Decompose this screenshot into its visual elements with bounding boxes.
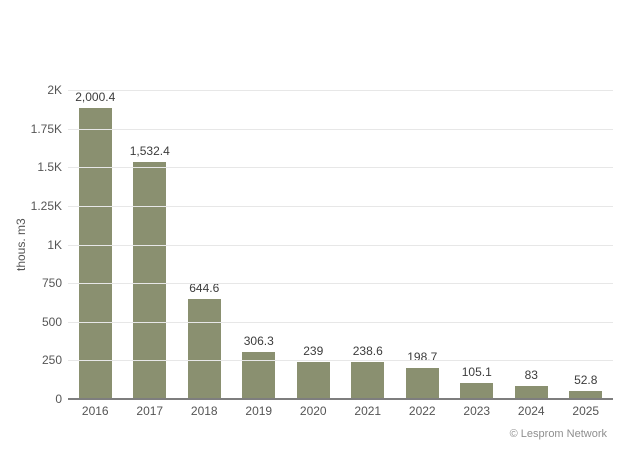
copyright-credit: © Lesprom Network (509, 428, 607, 440)
x-tick-label: 2025 (572, 404, 600, 418)
y-tick-label: 1K (47, 237, 62, 252)
y-tick-label: 250 (41, 353, 62, 368)
bar-value-label: 2,000.4 (75, 90, 116, 104)
bar[interactable] (296, 362, 330, 399)
x-tick-label: 2021 (354, 404, 382, 418)
gridline (68, 321, 613, 323)
bar[interactable] (78, 108, 112, 399)
bar-slot: 306.3 (232, 90, 287, 399)
bar[interactable] (569, 390, 603, 399)
bar[interactable] (514, 386, 548, 399)
plot-area: 2,000.4 1,532.4 644.6 306.3 239 238.6 198.7 105… (68, 90, 613, 399)
bar-slot: 238.6 (341, 90, 396, 399)
y-axis-labels: 2K 1.75K 1.5K 1.25K 1K 750 500 250 0 (0, 83, 62, 406)
gridline (68, 90, 613, 91)
bar-value-label: 83 (524, 368, 538, 383)
bars-row: 2,000.4 1,532.4 644.6 306.3 239 238.6 198.7 105… (68, 90, 613, 399)
bar-value-label: 239 (303, 344, 324, 359)
gridline (68, 128, 613, 130)
bar-value-label: 1,532.4 (129, 144, 170, 159)
bar-slot: 105.1 (450, 90, 505, 399)
x-axis-line (68, 398, 613, 400)
gridline (68, 244, 613, 246)
x-tick-label: 2023 (463, 404, 491, 418)
bar-slot: 1,532.4 (123, 90, 178, 399)
bar-value-label: 238.6 (352, 344, 383, 359)
x-tick-label: 2022 (408, 404, 436, 418)
gridline (68, 360, 613, 362)
x-tick-label: 2018 (190, 404, 218, 418)
x-tick-label: 2020 (299, 404, 327, 418)
bar[interactable] (242, 351, 276, 399)
x-tick-label: 2024 (517, 404, 545, 418)
gridline (68, 205, 613, 207)
bar-value-label: 198.7 (407, 350, 438, 365)
bar[interactable] (460, 382, 494, 399)
bar-value-label: 105.1 (461, 364, 492, 379)
bar-value-label: 644.6 (189, 281, 220, 296)
gridline (68, 283, 613, 285)
bar[interactable] (405, 368, 439, 399)
bar-slot: 239 (286, 90, 341, 399)
y-tick-label: 1.25K (30, 198, 62, 213)
gridline (68, 167, 613, 169)
y-tick-label: 1.5K (37, 160, 62, 175)
bar-slot: 2,000.4 (68, 90, 123, 399)
bar-value-label: 52.8 (574, 372, 598, 387)
y-tick-label: 0 (55, 392, 62, 406)
bar-slot: 644.6 (177, 90, 232, 399)
bar[interactable] (133, 162, 167, 399)
x-tick-label: 2016 (81, 404, 109, 418)
x-tick-label: 2017 (136, 404, 164, 418)
bar-slot: 52.8 (559, 90, 614, 399)
y-tick-label: 750 (41, 276, 62, 291)
bar-slot: 83 (504, 90, 559, 399)
bar[interactable] (351, 362, 385, 399)
y-tick-label: 2K (47, 83, 62, 97)
bar-value-label: 306.3 (243, 333, 274, 348)
y-tick-label: 500 (41, 314, 62, 329)
x-tick-label: 2019 (245, 404, 273, 418)
x-axis-labels: 2016 2017 2018 2019 2020 2021 2022 2023 2024 2025 (68, 404, 613, 418)
bar[interactable] (187, 299, 221, 399)
y-tick-label: 1.75K (30, 121, 62, 136)
